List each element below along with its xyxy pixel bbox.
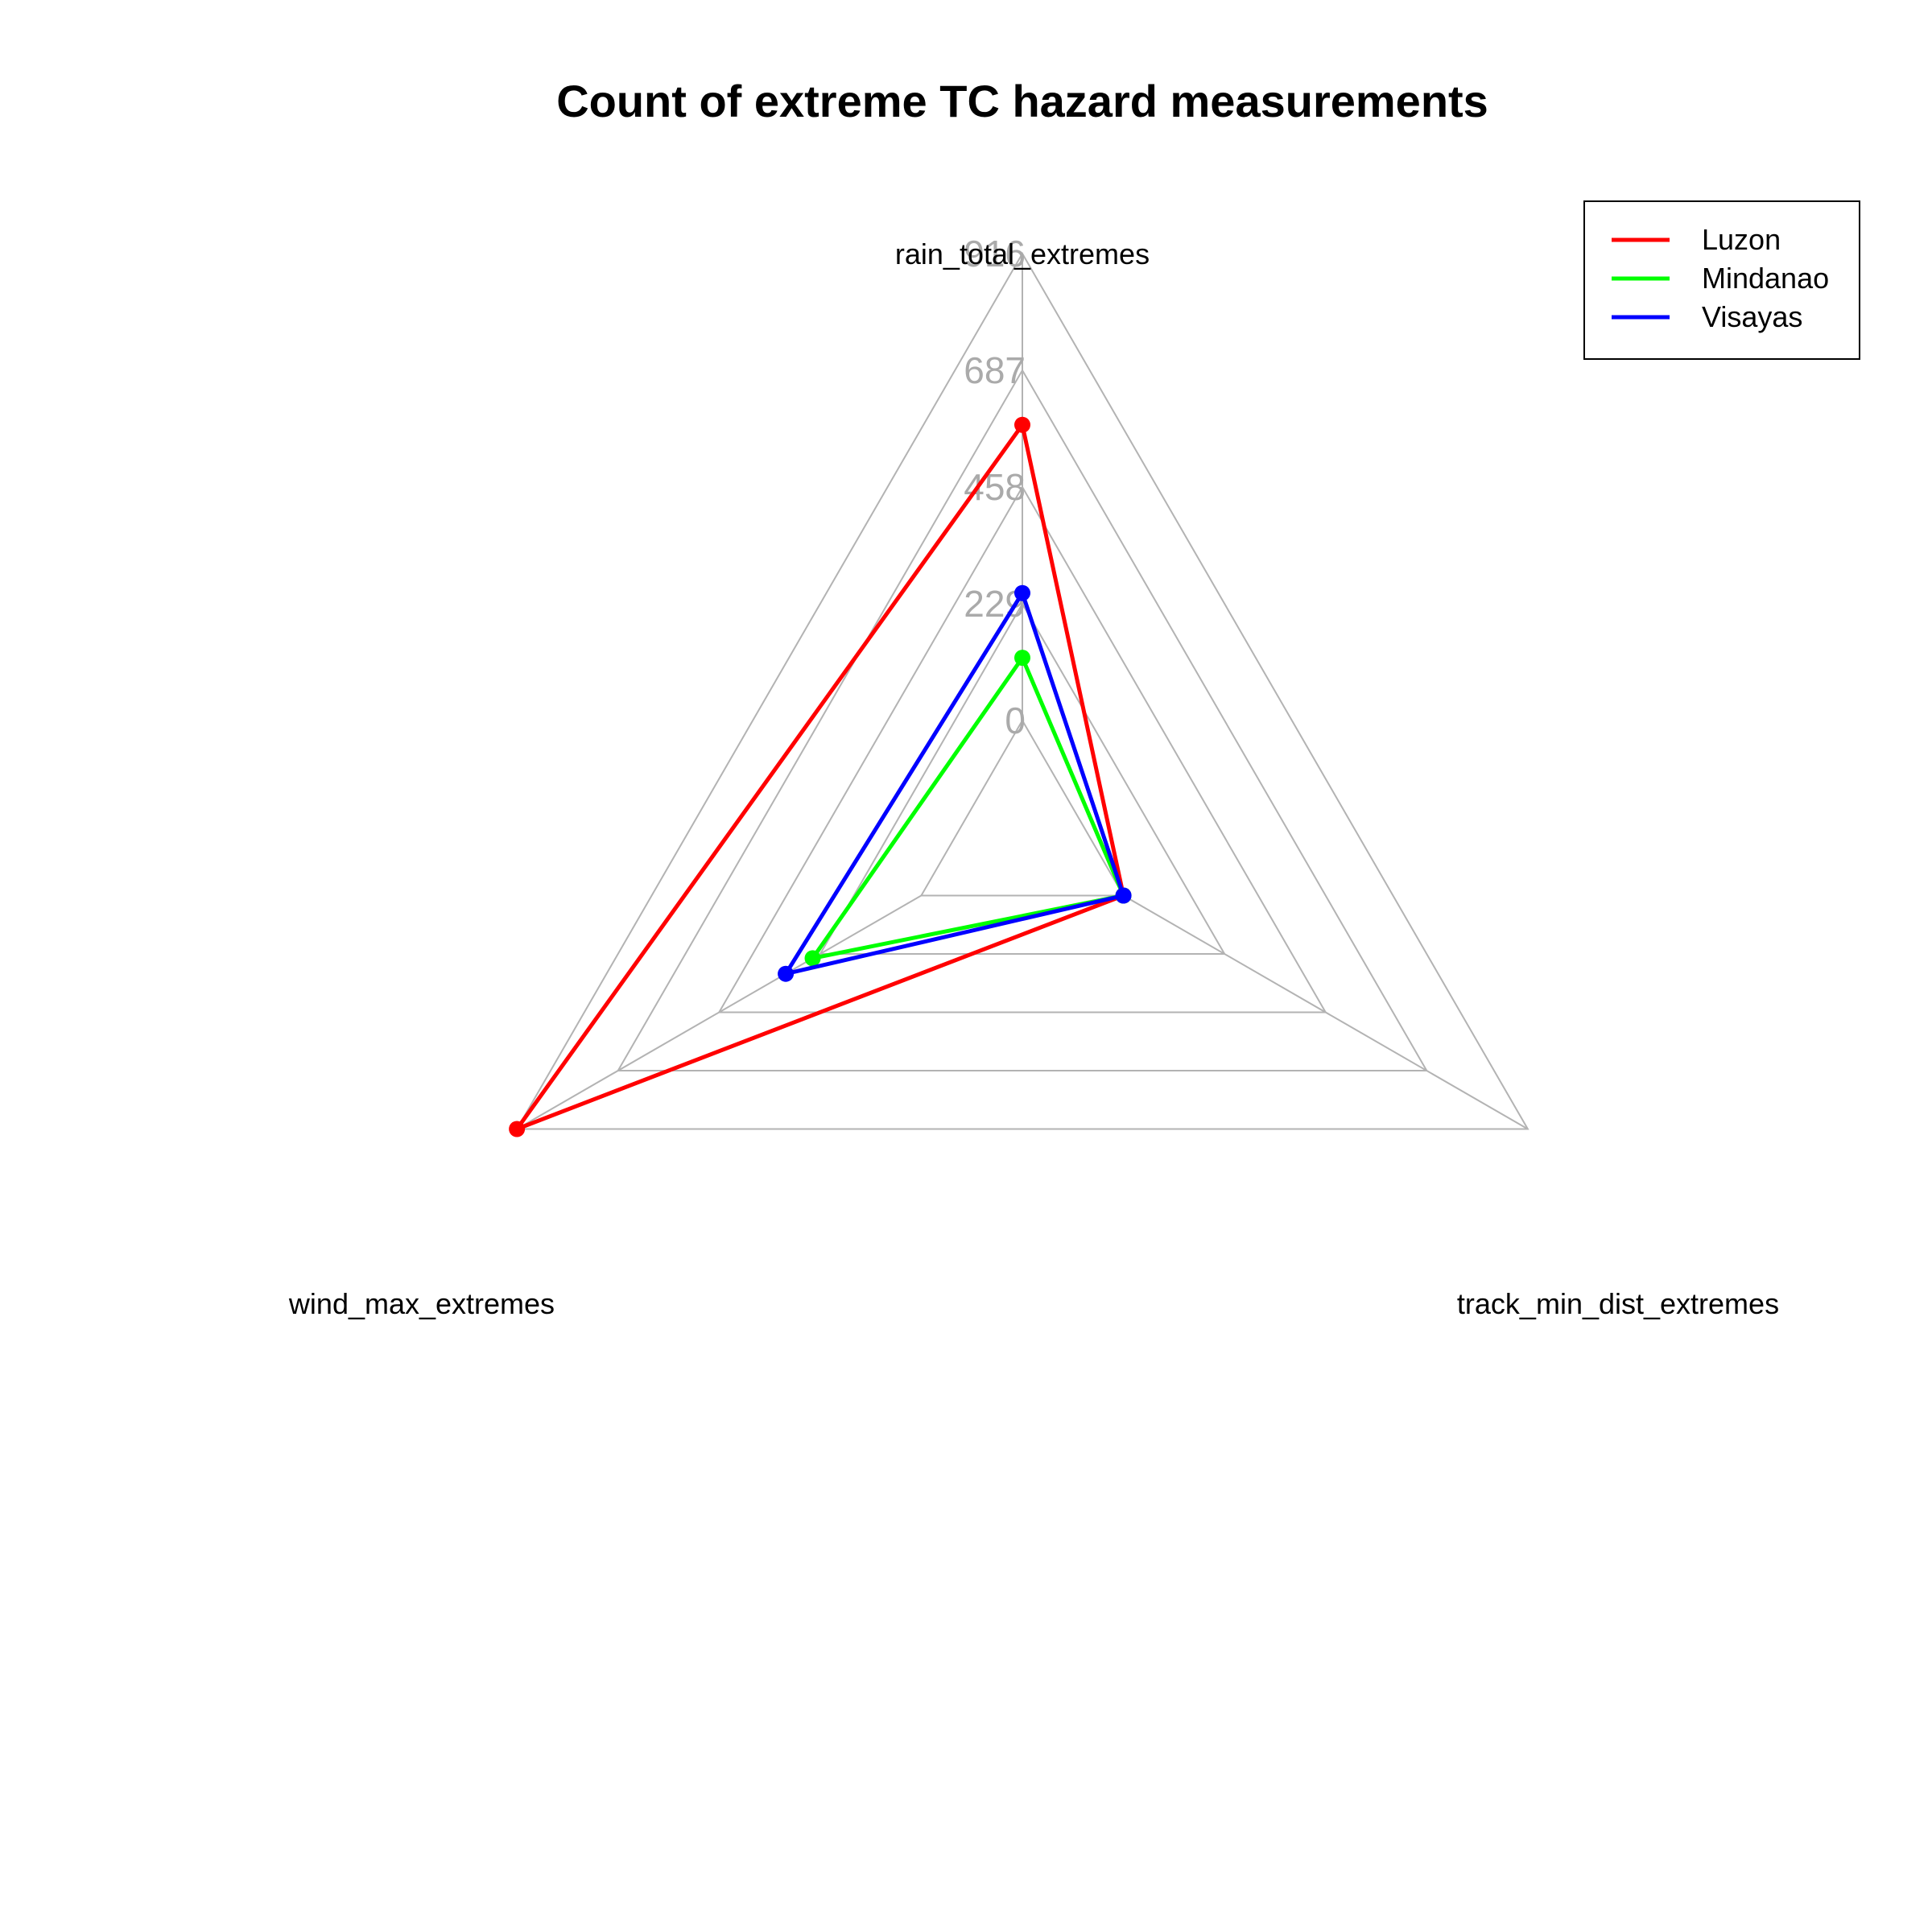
grid-ring-4: [515, 251, 1530, 1130]
grid-ring-3: [616, 368, 1429, 1071]
data-point-mindanao: [804, 950, 821, 967]
data-point-luzon: [509, 1121, 526, 1137]
tick-label: 687: [964, 349, 1026, 391]
chart-title: Count of extreme TC hazard measurements: [556, 76, 1488, 126]
series-line-mindanao: [807, 653, 1127, 962]
series-line-luzon: [511, 419, 1126, 1133]
tick-label: 0: [1005, 700, 1026, 741]
axis-label-track-min-dist-extremes: track_min_dist_extremes: [1457, 1287, 1779, 1320]
data-point-luzon: [1014, 416, 1030, 433]
tick-label: 458: [964, 466, 1026, 508]
legend-label-visayas: Visayas: [1702, 300, 1802, 333]
grid: [515, 251, 1530, 1130]
data-point-mindanao: [1014, 650, 1030, 667]
data-point-visayas: [1115, 887, 1132, 904]
data-point-visayas: [778, 965, 795, 982]
axis-spoke-1: [1123, 894, 1529, 1130]
tick-label: 916: [964, 233, 1026, 275]
legend-label-mindanao: Mindanao: [1702, 262, 1829, 295]
data-point-visayas: [1014, 584, 1030, 601]
series: [509, 416, 1132, 1137]
axis-label-rain-total-extremes: rain_total_extremes: [895, 237, 1150, 270]
axis-labels: rain_total_extremes track_min_dist_extrem…: [288, 237, 1779, 1320]
series-line-visayas: [781, 588, 1126, 977]
axis-spoke-2: [516, 894, 922, 1130]
legend-label-luzon: Luzon: [1702, 223, 1781, 256]
grid-ring-2: [717, 485, 1327, 1013]
legend: Luzon Mindanao Visayas: [1583, 200, 1860, 360]
grid-ring-0: [919, 719, 1125, 897]
grid-ring-1: [819, 601, 1226, 955]
axis-label-wind-max-extremes: wind_max_extremes: [288, 1287, 555, 1320]
